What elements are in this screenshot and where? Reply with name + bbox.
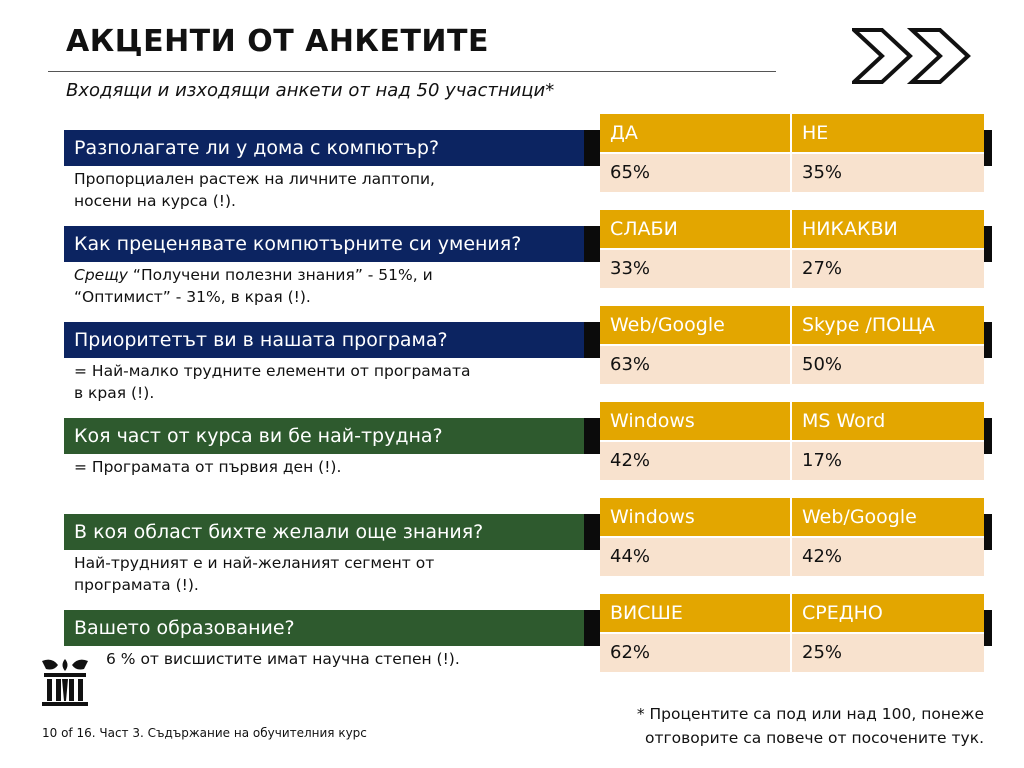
table-header-cell: ДА bbox=[600, 114, 790, 152]
crest-logo-icon bbox=[42, 659, 88, 706]
question-bar: Вашето образование? bbox=[64, 610, 584, 646]
question-bar: Разполагате ли у дома с компютър? bbox=[64, 130, 584, 166]
table-value-cell: 42% bbox=[600, 442, 790, 480]
question-bar-edge bbox=[584, 130, 600, 166]
table-header-cell: ВИСШЕ bbox=[600, 594, 790, 632]
table-header-cell: Web/Google bbox=[600, 306, 790, 344]
answer-line: “Оптимист” - 31%, в края (!). bbox=[74, 288, 311, 306]
question-bar-edge bbox=[584, 418, 600, 454]
table-header-cell: Skype /ПОЩА bbox=[792, 306, 984, 344]
table-edge bbox=[984, 610, 992, 646]
answer-line-rest: “Получени полезни знания” - 51%, и bbox=[127, 266, 433, 284]
slide-footer: 10 of 16. Част 3. Съдържание на обучител… bbox=[42, 726, 367, 740]
footnote-line: * Процентите са под или над 100, понеже bbox=[636, 705, 984, 723]
question-bar-edge bbox=[584, 322, 600, 358]
answer-line: = Програмата от първия ден (!). bbox=[74, 458, 342, 476]
table-value-cell: 50% bbox=[792, 346, 984, 384]
table-header-cell: НИКАКВИ bbox=[792, 210, 984, 248]
table-value-cell: 63% bbox=[600, 346, 790, 384]
answer-text: 6 % от висшистите имат научна степен (!)… bbox=[106, 648, 460, 670]
table-value-cell: 27% bbox=[792, 250, 984, 288]
answer-text: Срещу “Получени полезни знания” - 51%, и… bbox=[74, 264, 433, 308]
table-value-cell: 62% bbox=[600, 634, 790, 672]
question-bar-edge bbox=[584, 610, 600, 646]
table-value-cell: 17% bbox=[792, 442, 984, 480]
table-edge bbox=[984, 322, 992, 358]
table-edge bbox=[984, 226, 992, 262]
answer-emphasis: Срещу bbox=[74, 266, 128, 284]
footnote-line: отговорите са повече от посочените тук. bbox=[645, 729, 984, 747]
table-header-cell: Windows bbox=[600, 402, 790, 440]
double-chevron-right-icon bbox=[852, 28, 971, 84]
question-bar: Коя част от курса ви бе най-трудна? bbox=[64, 418, 584, 454]
answer-line: Най-трудният е и най-желаният сегмент от bbox=[74, 554, 435, 572]
table-edge bbox=[984, 514, 992, 550]
question-bar-edge bbox=[584, 514, 600, 550]
answer-line: програмата (!). bbox=[74, 576, 199, 594]
question-bar: Как преценявате компютърните си умения? bbox=[64, 226, 584, 262]
answer-line: Срещу “Получени полезни знания” - 51%, и bbox=[74, 264, 433, 286]
table-header-cell: Windows bbox=[600, 498, 790, 536]
table-value-cell: 33% bbox=[600, 250, 790, 288]
table-value-cell: 35% bbox=[792, 154, 984, 192]
footnote: * Процентите са под или над 100, понеже … bbox=[590, 702, 984, 750]
answer-text: Пропорциален растеж на личните лаптопи, … bbox=[74, 168, 435, 212]
table-value-cell: 25% bbox=[792, 634, 984, 672]
table-header-cell: MS Word bbox=[792, 402, 984, 440]
answer-line: в края (!). bbox=[74, 384, 155, 402]
answer-line: носени на курса (!). bbox=[74, 192, 236, 210]
question-bar: В коя област бихте желали още знания? bbox=[64, 514, 584, 550]
answer-text: = Най-малко трудните елементи от програм… bbox=[74, 360, 471, 404]
subtitle: Входящи и изходящи анкети от над 50 учас… bbox=[66, 80, 555, 101]
table-header-cell: Web/Google bbox=[792, 498, 984, 536]
question-bar: Приоритетът ви в нашата програма? bbox=[64, 322, 584, 358]
table-header-cell: СЛАБИ bbox=[600, 210, 790, 248]
table-value-cell: 65% bbox=[600, 154, 790, 192]
title-divider bbox=[48, 71, 776, 72]
answer-text: Най-трудният е и най-желаният сегмент от… bbox=[74, 552, 434, 596]
table-edge bbox=[984, 418, 992, 454]
answer-line: Пропорциален растеж на личните лаптопи, bbox=[74, 170, 435, 188]
answer-line: = Най-малко трудните елементи от програм… bbox=[74, 362, 471, 380]
table-edge bbox=[984, 130, 992, 166]
page-title: АКЦЕНТИ ОТ АНКЕТИТЕ bbox=[66, 24, 489, 59]
table-header-cell: НЕ bbox=[792, 114, 984, 152]
table-header-cell: СРЕДНО bbox=[792, 594, 984, 632]
table-value-cell: 42% bbox=[792, 538, 984, 576]
answer-line: 6 % от висшистите имат научна степен (!)… bbox=[106, 650, 460, 668]
table-value-cell: 44% bbox=[600, 538, 790, 576]
question-bar-edge bbox=[584, 226, 600, 262]
answer-text: = Програмата от първия ден (!). bbox=[74, 456, 341, 478]
